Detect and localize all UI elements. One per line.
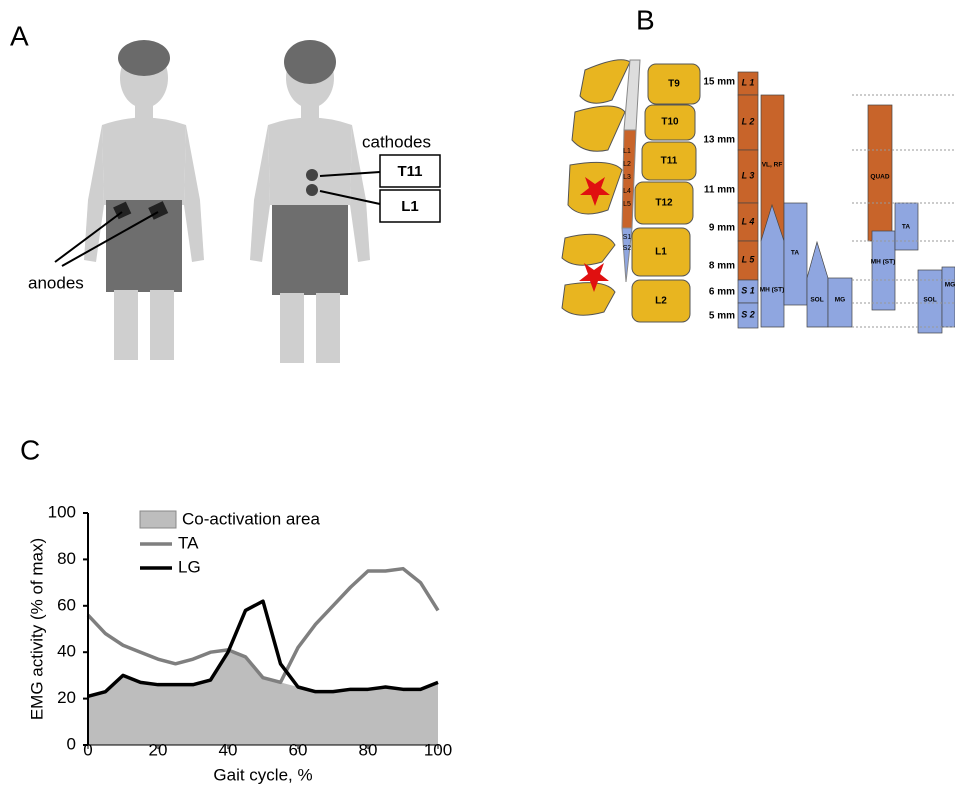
- vertebra-label: L2: [655, 296, 667, 307]
- x-tick-label: 20: [149, 740, 168, 759]
- vertebra-label: T9: [668, 79, 680, 90]
- figure: A cathodes T11 L1 anodes B: [0, 0, 955, 787]
- panel-label: A: [10, 20, 29, 51]
- y-tick-label: 60: [57, 595, 76, 614]
- depth-label: 11 mm: [704, 185, 735, 196]
- muscle-label: TA: [902, 224, 910, 231]
- y-tick-label: 40: [57, 642, 76, 661]
- depth-label: 13 mm: [703, 135, 735, 146]
- vertebra-label: T10: [661, 117, 679, 128]
- muscle-label: VL, RF: [762, 162, 783, 169]
- muscle-label: MG: [835, 297, 845, 304]
- vertebrae-right: [632, 64, 700, 322]
- legend-label: TA: [178, 533, 199, 552]
- cathode-label: L1: [401, 198, 419, 215]
- y-tick-label: 0: [67, 734, 76, 753]
- segment-label: S 1: [741, 285, 755, 295]
- cord-label: L2: [623, 161, 631, 168]
- vertebra-label: T12: [655, 198, 673, 209]
- cord-label: L3: [623, 174, 631, 181]
- segment-label: L 4: [742, 216, 755, 226]
- segment-bars: [738, 72, 955, 333]
- panel-label: B: [636, 4, 655, 35]
- segment-label: S 2: [741, 309, 755, 319]
- legend-label: LG: [178, 557, 201, 576]
- child-front: [84, 40, 204, 360]
- cord-label: L4: [623, 188, 631, 195]
- segment-label: L 1: [742, 77, 755, 87]
- x-tick-label: 60: [289, 740, 308, 759]
- coactivation-area: [88, 652, 438, 745]
- cord-label: S2: [623, 245, 632, 252]
- muscle-label: MG: [945, 282, 955, 289]
- vertebra-label: L1: [655, 247, 667, 258]
- y-axis-title: EMG activity (% of max): [27, 538, 46, 720]
- cord-label: L5: [623, 201, 631, 208]
- muscle-label: SOL: [923, 297, 936, 304]
- legend-label: Co-activation area: [182, 509, 321, 528]
- x-tick-label: 80: [359, 740, 378, 759]
- vertebra-label: T11: [661, 156, 678, 167]
- cord-label: S1: [623, 234, 632, 241]
- muscle-label: MH (ST): [871, 259, 896, 266]
- muscle-label: SOL: [810, 297, 823, 304]
- muscle-label: QUAD: [870, 174, 889, 181]
- cathodes-label: cathodes: [362, 132, 431, 151]
- segment-label: L 5: [742, 254, 756, 264]
- x-tick-label: 0: [83, 740, 92, 759]
- panel-label: C: [20, 434, 40, 465]
- x-axis-title: Gait cycle, %: [213, 765, 312, 784]
- cord-label: L1: [623, 148, 631, 155]
- x-tick-label: 40: [219, 740, 238, 759]
- segment-label: L 3: [742, 170, 755, 180]
- x-tick-label: 100: [424, 740, 452, 759]
- depth-label: 15 mm: [703, 77, 735, 88]
- y-tick-label: 20: [57, 688, 76, 707]
- segment-label: L 2: [742, 116, 755, 126]
- depth-label: 6 mm: [709, 287, 735, 298]
- depth-label: 5 mm: [709, 311, 735, 322]
- y-tick-label: 100: [48, 502, 76, 521]
- child-back: [250, 40, 370, 363]
- line: [88, 569, 438, 683]
- cathode-label: T11: [397, 163, 422, 180]
- y-tick-label: 80: [57, 549, 76, 568]
- anodes-label: anodes: [28, 273, 84, 292]
- muscle-label: TA: [791, 250, 799, 257]
- depth-label: 9 mm: [709, 223, 735, 234]
- depth-label: 8 mm: [709, 261, 735, 272]
- legend-swatch: [140, 511, 176, 528]
- muscle-label: MH (ST): [760, 287, 785, 294]
